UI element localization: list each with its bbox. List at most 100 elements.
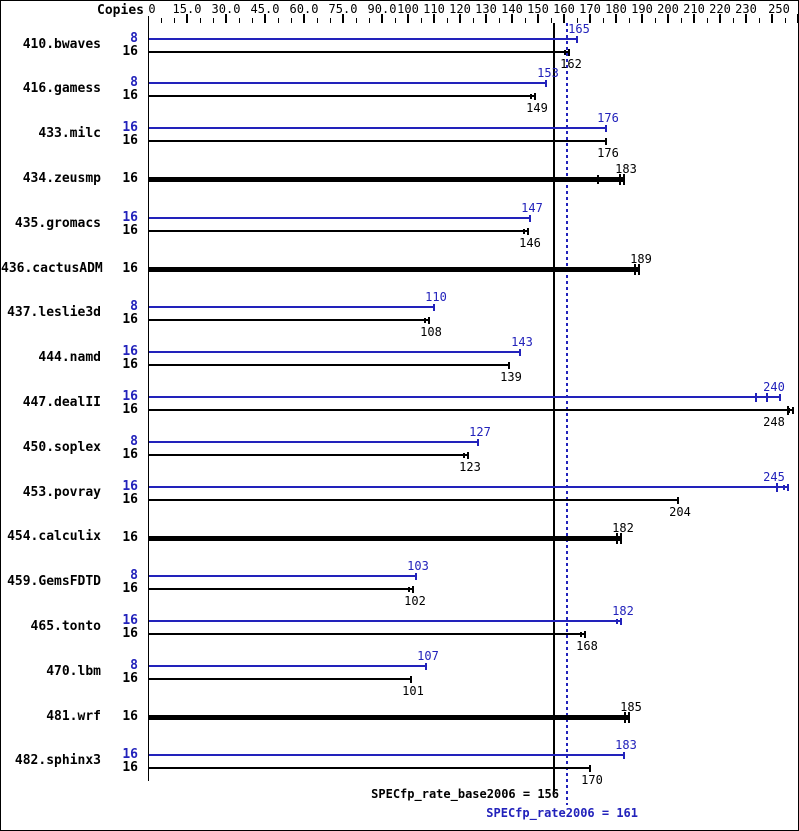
copies-label: 16 [122,171,138,186]
bar-end-serif [605,138,607,145]
axis-minor-tick [733,18,734,23]
axis-minor-tick [174,18,175,23]
axis-minor-tick [200,18,201,23]
axis-major-tick [186,14,188,23]
axis-minor-tick [577,18,578,23]
bar-value-label: 176 [597,146,619,160]
peak-result-summary: SPECfp_rate2006 = 161 [486,806,638,820]
result-bar [149,715,629,720]
axis-tick-label: 190 [631,2,653,16]
copies-label: 16 [122,402,138,417]
copies-label: 16 [122,747,138,762]
benchmark-name: 481.wrf [46,708,101,724]
axis-minor-tick [239,18,240,23]
axis-minor-tick [395,18,396,23]
copies-label: 8 [130,658,138,673]
axis-tick-label: 250 [768,2,790,16]
axis-tick-label: 0 [148,2,156,16]
axis-minor-tick [551,18,552,23]
axis-minor-tick [317,18,318,23]
copies-label: 16 [122,613,138,628]
result-bar [149,767,590,769]
run-mark [755,393,757,402]
copies-label: 8 [130,434,138,449]
axis-major-tick [667,14,669,23]
bar-end-serif [628,712,630,723]
benchmark-name: 434.zeusmp [22,170,101,186]
bar-value-label: 182 [612,604,634,618]
bar-end-serif [410,676,412,683]
bar-end-serif [425,663,427,670]
result-bar [149,351,520,353]
axis-tick-label: 130 [475,2,497,16]
benchmark-name: 450.soplex [22,439,101,455]
result-bar [149,51,569,53]
axis-minor-tick [603,18,604,23]
copies-column-header: Copies [97,3,144,18]
result-bar [149,454,468,456]
bar-second-serif [530,94,532,99]
copies-label: 16 [122,133,138,148]
bar-value-label: 183 [615,738,637,752]
axis-minor-tick [161,18,162,23]
bar-value-label: 245 [763,470,785,484]
axis-major-tick [693,14,695,23]
axis-major-tick [407,14,409,23]
copies-label: 16 [122,492,138,507]
bar-second-serif [463,453,465,458]
axis-tick-label: 180 [605,2,627,16]
result-bar [149,588,413,590]
result-bar [149,409,793,411]
bar-second-serif [424,318,426,323]
axis-tick-label: 100 [397,2,419,16]
axis-minor-tick [356,18,357,23]
axis-minor-tick [369,18,370,23]
axis-tick-label: 200 [657,2,679,16]
copies-label: 16 [122,210,138,225]
bar-end-serif [589,765,591,772]
axis-major-tick [225,14,227,23]
result-bar [149,678,411,680]
bar-end-serif [623,174,625,185]
axis-minor-tick [707,18,708,23]
axis-minor-tick [525,18,526,23]
result-bar [149,177,624,182]
copies-label: 16 [122,344,138,359]
axis-minor-tick [785,18,786,23]
axis-minor-tick [629,18,630,23]
result-bar [149,230,528,232]
run-mark [776,483,778,492]
run-mark [597,175,599,184]
result-bar [149,396,780,398]
bar-second-serif [634,264,636,275]
benchmark-name: 435.gromacs [14,215,101,231]
axis-major-tick [589,14,591,23]
bar-end-serif [508,362,510,369]
bar-value-label: 102 [404,594,426,608]
bar-end-serif [412,586,414,593]
bar-value-label: 110 [425,290,447,304]
bar-end-serif [779,394,781,401]
result-bar [149,575,416,577]
axis-tick-label: 45.0 [250,2,280,16]
copies-label: 16 [122,709,138,724]
bar-end-serif [787,484,789,491]
axis-major-tick [563,14,565,23]
result-bar [149,486,788,488]
base-result-summary: SPECfp_rate_base2006 = 156 [371,787,559,801]
copies-label: 16 [122,479,138,494]
benchmark-name: 453.povray [22,484,101,500]
result-bar [149,441,478,443]
bar-value-label: 185 [620,700,642,714]
run-mark [766,393,768,402]
result-bar [149,38,577,40]
axis-major-tick [537,14,539,23]
axis-minor-tick [655,18,656,23]
benchmark-name: 436.cactusADM [1,260,103,276]
bar-second-serif [580,632,582,637]
bar-end-serif [534,93,536,100]
result-bar [149,319,429,321]
bar-end-serif [415,573,417,580]
bar-end-serif [428,317,430,324]
